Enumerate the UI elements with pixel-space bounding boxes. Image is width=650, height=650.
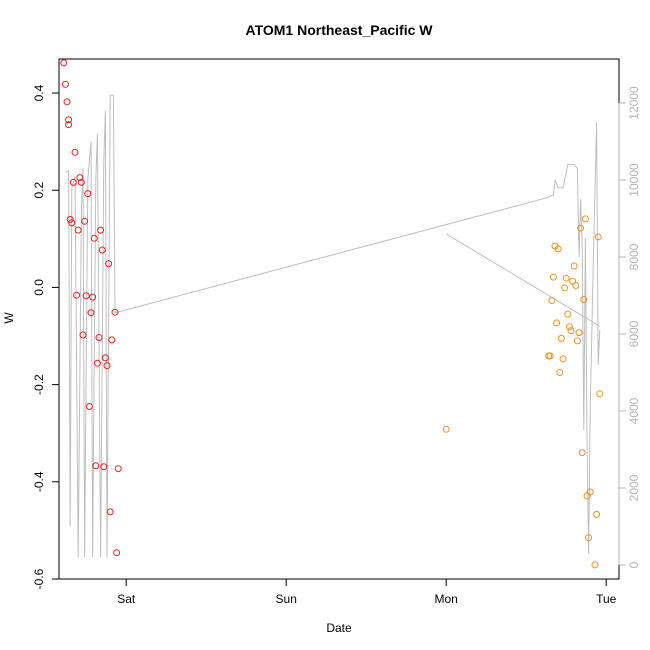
series-0-point-2: [63, 98, 71, 106]
series-0-point-17: [85, 403, 93, 410]
series-1-point-11: [561, 284, 569, 292]
series-0-point-28: [103, 362, 111, 370]
series-0-point-9: [73, 291, 81, 299]
series-1-point-7: [554, 245, 562, 253]
series-0-point-27: [101, 354, 109, 362]
series-0-point-23: [95, 334, 103, 341]
x-tick-label-0: Sat: [117, 592, 136, 606]
series-1-point-17: [570, 262, 578, 270]
depth-line-layer: [65, 94, 601, 558]
series-0-point-12: [77, 178, 85, 186]
y-tick-label-5: 0.4: [32, 84, 46, 101]
series-0-point-6: [68, 219, 76, 227]
series-0-point-13: [79, 331, 87, 339]
series-0-point-32: [111, 308, 119, 316]
x-tick-label-2: Mon: [435, 592, 458, 606]
series-1-point-20: [575, 329, 583, 337]
series-1-point-28: [591, 561, 599, 569]
series-0-point-7: [69, 178, 77, 186]
series-1-point-10: [559, 355, 567, 363]
depth-line-segment-0: [65, 94, 601, 558]
points-layer: [60, 59, 604, 569]
series-1-point-31: [596, 390, 604, 398]
x-axis-label: Date: [326, 621, 352, 635]
series-1-point-21: [577, 224, 585, 232]
series-1-point-8: [556, 369, 564, 376]
series-1-point-2: [546, 352, 554, 360]
series-1-point-19: [573, 337, 581, 345]
series-0-point-19: [89, 293, 97, 301]
series-0-point-18: [87, 309, 95, 317]
series-1-point-15: [567, 327, 575, 335]
y-tick-label-0: -0.6: [32, 568, 46, 589]
y2-tick-label-4: 8000: [627, 243, 641, 270]
y-tick-label-4: 0.2: [32, 182, 46, 199]
series-0-point-3: [65, 116, 73, 124]
y2-tick-label-2: 4000: [627, 397, 641, 424]
series-1-point-3: [548, 297, 556, 304]
y2-tick-label-5: 10000: [627, 163, 641, 197]
series-1-point-23: [580, 296, 588, 304]
series-1-point-18: [572, 282, 580, 289]
series-1-point-4: [549, 273, 557, 281]
series-1-point-29: [593, 510, 601, 518]
series-1-point-13: [564, 310, 572, 318]
series-1-point-6: [553, 319, 561, 327]
series-0-point-29: [105, 260, 113, 268]
series-0-point-11: [76, 174, 84, 182]
series-0-point-34: [114, 465, 122, 473]
series-0-point-21: [92, 462, 100, 470]
series-0-point-30: [106, 508, 114, 516]
series-0-point-8: [71, 148, 79, 156]
series-0-point-33: [113, 549, 121, 557]
x-tick-label-1: Sun: [276, 592, 297, 606]
series-0-point-25: [98, 246, 106, 254]
y2-tick-label-6: 12000: [627, 86, 641, 120]
series-0-point-22: [93, 359, 101, 367]
y-axis-label: W: [2, 312, 16, 324]
series-0-point-14: [81, 217, 89, 225]
series-1-point-9: [557, 334, 565, 342]
series-1-point-30: [594, 233, 602, 241]
series-0-point-1: [61, 80, 69, 88]
y2-tick-label-3: 6000: [627, 320, 641, 347]
y2-tick-label-0: 0: [627, 561, 641, 568]
series-1-point-22: [578, 449, 586, 457]
series-0-point-26: [100, 463, 108, 471]
y-axis-right: 0 2000 4000 6000 8000 10000 12000: [618, 86, 641, 568]
y2-tick-label-1: 2000: [627, 474, 641, 501]
y-tick-label-3: 0.0: [32, 279, 46, 296]
series-0-point-10: [74, 226, 82, 234]
series-1-point-0: [442, 425, 450, 433]
depth-line-segment-1: [445, 233, 601, 327]
series-1-point-26: [585, 534, 593, 542]
x-axis: Sat Sun Mon Tue: [117, 578, 617, 606]
plot-frame: [58, 58, 620, 580]
series-0-point-5: [66, 215, 74, 223]
series-1-point-14: [565, 323, 573, 331]
chart-title: ATOM1 Northeast_Pacific W: [246, 22, 434, 38]
series-0-point-20: [90, 234, 98, 242]
series-0-point-24: [97, 226, 105, 234]
series-1-point-27: [586, 488, 594, 496]
y-tick-label-1: -0.4: [32, 471, 46, 492]
x-tick-label-3: Tue: [596, 592, 617, 606]
series-0-point-4: [65, 121, 73, 129]
series-1-point-24: [581, 215, 589, 223]
y-tick-label-2: -0.2: [32, 374, 46, 395]
series-0-point-15: [82, 292, 90, 300]
y-axis-left: -0.6 -0.4 -0.2 0.0 0.2 0.4: [32, 84, 60, 589]
series-1-point-12: [562, 274, 570, 282]
series-0-point-0: [60, 59, 68, 67]
series-0-point-16: [84, 190, 92, 198]
series-0-point-31: [108, 336, 116, 344]
